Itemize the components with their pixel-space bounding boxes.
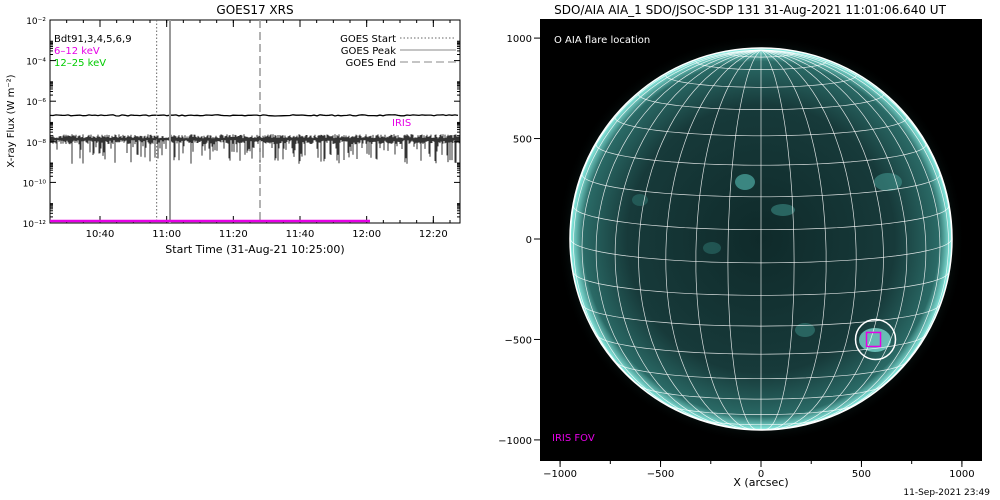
aia-y-axis: 1000 500 0 −500 −1000 <box>498 34 540 447</box>
legend-12-25-kev: 12–25 keV <box>54 58 106 69</box>
grid-longitude-line <box>595 49 762 425</box>
aia-y-tick-label: 500 <box>513 135 532 146</box>
goes-y-tick-label: 10⁻⁴ <box>26 58 46 68</box>
iris-fov-legend: IRIS FOV <box>552 433 595 444</box>
aia-y-tick-label: 1000 <box>507 34 532 45</box>
grid-longitude-line <box>614 49 762 428</box>
aia-x-tick-label: −500 <box>647 469 674 480</box>
goes-y-axis: 10⁻¹² 10⁻¹⁰ 10⁻⁸ 10⁻⁶ 10⁻⁴ 10⁻² <box>23 17 460 230</box>
grid-longitude-line <box>573 49 762 389</box>
goes-y-axis-label: X-ray Flux (W m⁻²) <box>6 74 17 167</box>
goes-x-axis-label: Start Time (31-Aug-21 10:25:00) <box>165 243 344 256</box>
goes-y-tick-label: 10⁻² <box>26 17 46 27</box>
grid-longitude-line <box>581 49 762 419</box>
iris-coverage-label: IRIS <box>392 118 411 129</box>
grid-longitude-line <box>760 49 908 428</box>
goes-title: GOES17 XRS <box>216 3 293 17</box>
grid-longitude-line <box>760 49 941 419</box>
legend-detectors: Bdt91,3,4,5,6,9 <box>54 34 132 45</box>
aia-x-tick-label: 500 <box>852 469 871 480</box>
flare-location-marker <box>854 318 897 361</box>
grid-longitude-line <box>760 49 949 389</box>
goes-x-tick-label: 12:00 <box>352 229 381 240</box>
legend-goes-end: GOES End <box>346 58 396 69</box>
aia-y-tick-label: 0 <box>526 235 532 246</box>
aia-image-plot: SDO/AIA AIA_1 SDO/JSOC-SDP 131 31-Aug-20… <box>498 3 982 489</box>
footer-timestamp: 11-Sep-2021 23:49 <box>903 488 990 498</box>
goes-y-tick-label: 10⁻¹² <box>23 220 47 230</box>
goes-x-tick-label: 11:00 <box>152 229 181 240</box>
goes-x-tick-label: 11:20 <box>219 229 248 240</box>
legend-6-12-kev: 6–12 keV <box>54 46 100 57</box>
goes-plot-frame <box>49 19 461 224</box>
solar-limb <box>569 47 953 431</box>
goes-short-channel-series <box>50 134 460 164</box>
flare-location-legend: O AIA flare location <box>554 35 650 46</box>
legend-goes-start: GOES Start <box>340 34 396 45</box>
aia-y-tick-label: −1000 <box>498 436 532 447</box>
grid-longitude-line <box>760 49 927 425</box>
aia-x-tick-label: −1000 <box>543 469 577 480</box>
goes-y-tick-label: 10⁻¹⁰ <box>23 179 47 189</box>
aia-x-axis-label: X (arcsec) <box>733 476 788 489</box>
goes-x-tick-label: 12:20 <box>419 229 448 240</box>
goes-y-tick-label: 10⁻⁸ <box>26 139 46 149</box>
aia-x-tick-label: 0 <box>758 469 764 480</box>
goes-x-tick-label: 11:40 <box>286 229 315 240</box>
aia-title: SDO/AIA AIA_1 SDO/JSOC-SDP 131 31-Aug-20… <box>554 3 946 17</box>
heliographic-grid <box>570 49 952 430</box>
legend-goes-peak: GOES Peak <box>341 46 396 57</box>
grid-longitude-line <box>727 49 762 430</box>
goes-x-tick-label: 10:40 <box>86 229 115 240</box>
goes-y-tick-label: 10⁻⁶ <box>26 98 46 108</box>
aia-x-tick-label: 1000 <box>949 469 974 480</box>
grid-longitude-line <box>638 49 762 428</box>
grid-longitude-line <box>760 49 795 430</box>
goes-long-channel-series <box>50 114 459 117</box>
grid-longitude-line <box>760 49 884 428</box>
goes-xrs-plot: GOES17 XRS 10⁻¹² 10⁻¹⁰ 10⁻⁸ 10⁻⁶ 10⁻⁴ 10⁻² 10… <box>6 3 461 256</box>
grid-longitude-line <box>760 49 857 430</box>
grid-longitude-line <box>665 49 762 430</box>
iris-fov-box <box>865 331 882 348</box>
grid-longitude-line <box>695 49 762 430</box>
aia-y-tick-label: −500 <box>505 335 532 346</box>
grid-longitude-line <box>760 49 827 430</box>
aia-x-axis: −1000 −500 0 500 1000 <box>543 461 975 480</box>
